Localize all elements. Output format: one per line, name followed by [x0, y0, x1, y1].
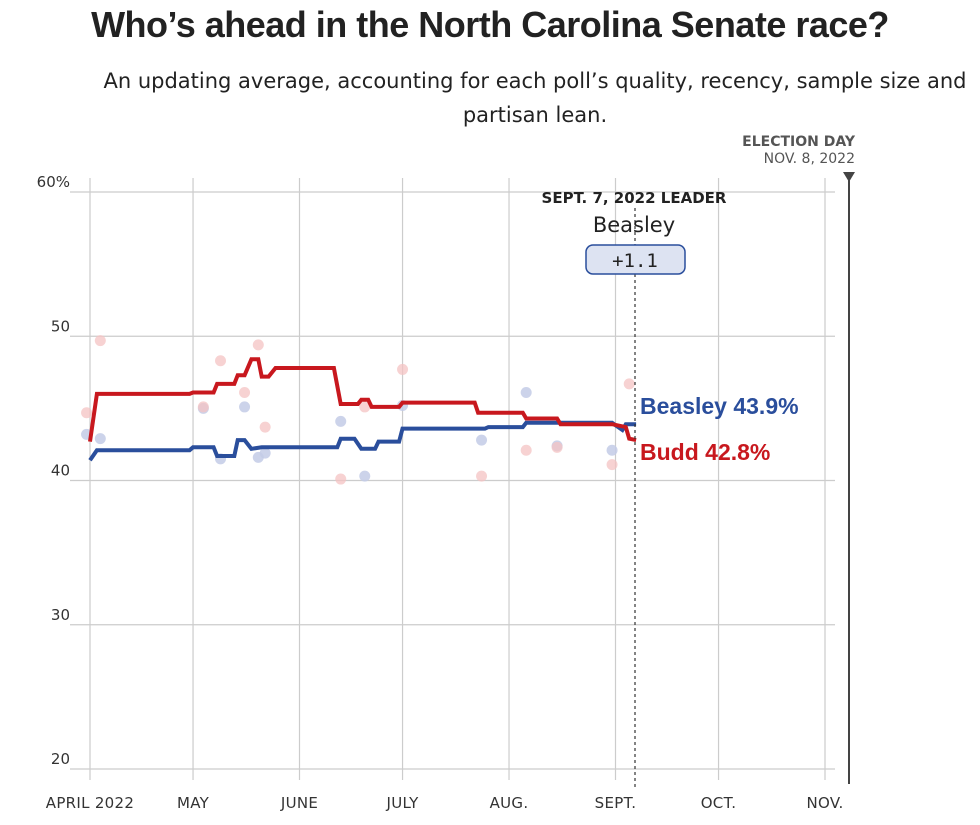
y-tick-label: 40 — [51, 462, 70, 480]
beasley-average-line — [88, 420, 637, 462]
beasley-poll-dot — [606, 444, 618, 456]
election-day-label: ELECTION DAY — [742, 134, 856, 150]
y-tick-label: 20 — [51, 750, 70, 768]
budd-poll-dot — [94, 335, 106, 347]
leader-name: Beasley — [593, 213, 675, 237]
x-tick-label: MAY — [177, 794, 210, 812]
budd-poll-dot — [476, 470, 488, 482]
beasley-end-label: Beasley 43.9% — [640, 393, 799, 419]
budd-poll-dot — [551, 441, 563, 453]
budd-poll-dot — [259, 421, 271, 433]
grid-lines — [70, 178, 835, 780]
x-tick-label: JUNE — [280, 794, 318, 812]
beasley-poll-dot — [359, 470, 371, 482]
leader-heading: SEPT. 7, 2022 LEADER — [542, 189, 727, 207]
budd-poll-dot — [359, 401, 371, 413]
x-tick-label: JULY — [385, 794, 419, 812]
beasley-poll-dot — [259, 447, 271, 459]
budd-poll-dot — [239, 387, 251, 399]
budd-poll-dot — [397, 363, 409, 375]
beasley-poll-dot — [239, 401, 251, 413]
beasley-poll-dot — [520, 387, 532, 399]
axis-ticks: 20 30 40 50 60% APRIL 2022 MAY JUNE JULY AUG. SEPT… — [37, 173, 844, 812]
x-tick-label: SEPT. — [595, 794, 637, 812]
x-tick-label: OCT. — [701, 794, 737, 812]
x-tick-label: APRIL 2022 — [46, 794, 134, 812]
budd-poll-dot — [252, 339, 264, 351]
budd-poll-dot — [606, 459, 618, 471]
leader-margin-box — [585, 244, 686, 275]
budd-end-label: Budd 42.8% — [640, 439, 770, 465]
election-day-marker-icon — [843, 172, 855, 182]
budd-poll-dot — [520, 444, 532, 456]
x-tick-label: NOV. — [806, 794, 843, 812]
y-tick-label: 60% — [37, 173, 70, 191]
chart-title: Who’s ahead in the North Carolina Senate… — [91, 4, 889, 45]
budd-poll-dot — [81, 407, 93, 419]
beasley-poll-dot — [335, 415, 347, 427]
leader-margin-value: +1.1 — [612, 250, 658, 272]
budd-poll-dot — [335, 473, 347, 485]
chart-subtitle: An updating average, accounting for each… — [103, 69, 967, 127]
election-day-date: NOV. 8, 2022 — [764, 151, 855, 167]
average-lines — [88, 357, 637, 462]
y-tick-label: 30 — [51, 606, 70, 624]
budd-poll-dot — [197, 401, 209, 413]
x-tick-label: AUG. — [490, 794, 529, 812]
y-tick-label: 50 — [51, 317, 70, 335]
budd-average-line — [88, 357, 637, 443]
budd-poll-dot — [215, 355, 227, 367]
poll-dots — [81, 335, 635, 485]
beasley-poll-dot — [476, 434, 488, 446]
beasley-poll-dot — [94, 433, 106, 445]
budd-poll-dot — [623, 378, 635, 390]
